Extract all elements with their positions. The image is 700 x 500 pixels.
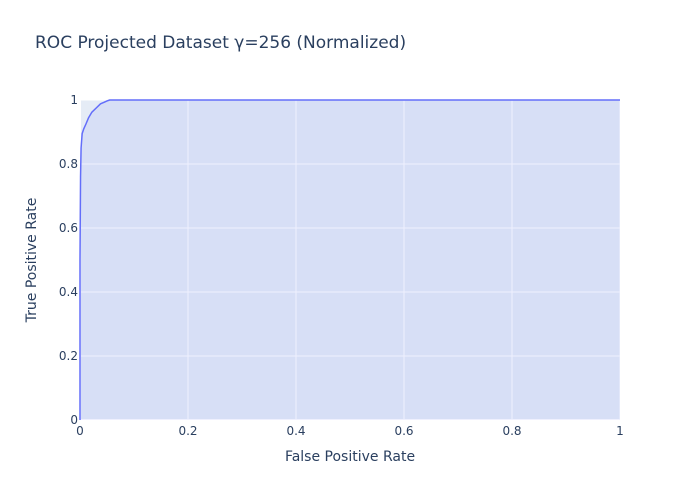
plot-background [80,100,620,420]
x-axis-label: False Positive Rate [285,449,415,465]
chart-title: ROC Projected Dataset γ=256 (Normalized) [35,33,407,53]
x-tick-label: 0 [76,424,84,438]
x-tick-label: 1 [616,424,624,438]
y-tick-label: 1 [70,93,78,107]
roc-curve-line [79,99,620,420]
x-tick-label: 0.6 [394,424,413,438]
y-tick-label: 0.4 [59,285,78,299]
x-tick-label: 0.4 [286,424,305,438]
x-tick-label: 0.2 [178,424,197,438]
x-tick-label: 0.8 [502,424,521,438]
roc-area-fill [80,100,620,420]
y-tick-label: 0.8 [59,157,78,171]
y-tick-label: 0.6 [59,221,78,235]
y-axis-label: True Positive Rate [24,198,40,324]
series-layer [79,99,620,420]
tick-labels: 0 0.2 0.4 0.6 0.8 1 0 0.2 0.4 0.6 0.8 1 [59,93,624,438]
y-tick-label: 0.2 [59,349,78,363]
y-tick-label: 0 [70,413,78,427]
